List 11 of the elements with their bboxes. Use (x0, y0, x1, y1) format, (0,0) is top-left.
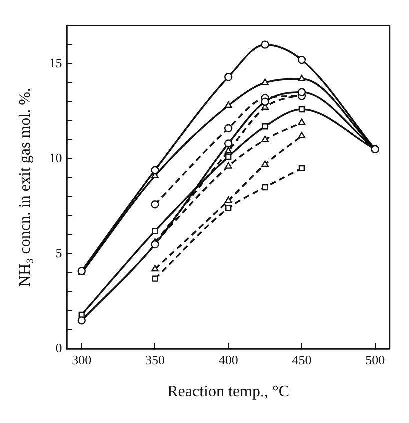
x-tick-label: 500 (366, 352, 386, 368)
y-tick-label: 15 (49, 55, 62, 70)
x-tick-label: 450 (292, 352, 312, 368)
y-tick-label: 10 (49, 150, 62, 166)
y-tick-label: 5 (56, 246, 62, 261)
x-tick-label: 300 (72, 352, 92, 368)
y-axis-title: NH₃ concn. in exit gas mol. %. (16, 88, 34, 287)
x-axis-title: Reaction temp., °C (168, 384, 290, 401)
x-tick-label: 350 (145, 352, 165, 368)
y-tick-label: 0 (56, 340, 62, 356)
x-tick-label: 400 (218, 352, 238, 368)
